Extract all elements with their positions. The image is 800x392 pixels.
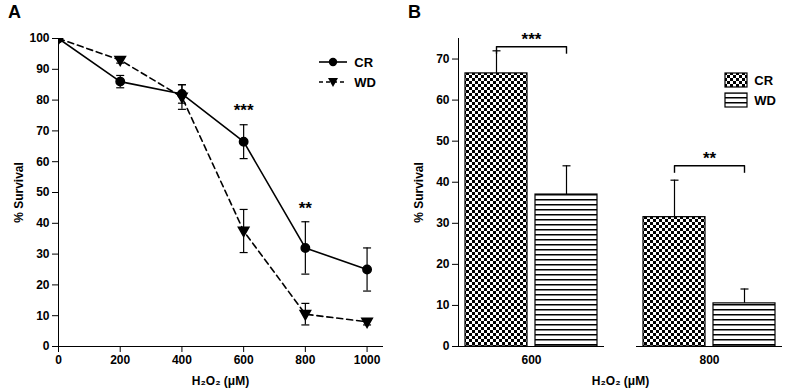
svg-text:H₂O₂ (μM): H₂O₂ (μM) <box>592 374 649 388</box>
html-text:WD: WD <box>754 92 776 108</box>
svg-text:70: 70 <box>436 52 450 66</box>
svg-text:20: 20 <box>36 278 50 292</box>
svg-text:60: 60 <box>436 93 450 107</box>
svg-text:20: 20 <box>436 257 450 271</box>
svg-text:10: 10 <box>436 298 450 312</box>
svg-text:70: 70 <box>36 124 50 138</box>
html-text:CR: CR <box>354 54 374 70</box>
html-text:CR: CR <box>754 72 774 88</box>
svg-text:% Survival: % Survival <box>12 162 26 223</box>
svg-text:0: 0 <box>43 339 50 353</box>
svg-text:60: 60 <box>36 155 50 169</box>
svg-text:0: 0 <box>55 353 62 367</box>
svg-text:10: 10 <box>36 309 50 323</box>
svg-text:90: 90 <box>36 62 50 76</box>
svg-text:100: 100 <box>29 31 49 45</box>
svg-text:800: 800 <box>295 353 315 367</box>
svg-text:600: 600 <box>234 353 254 367</box>
svg-text:30: 30 <box>36 247 50 261</box>
svg-text:***: *** <box>234 101 254 120</box>
html-text:A: A <box>8 2 21 22</box>
html-text:WD: WD <box>354 74 376 90</box>
svg-text:% Survival: % Survival <box>412 162 426 223</box>
svg-text:**: ** <box>703 149 717 168</box>
svg-text:1000: 1000 <box>354 353 381 367</box>
svg-text:40: 40 <box>436 175 450 189</box>
svg-text:200: 200 <box>110 353 130 367</box>
svg-text:800: 800 <box>699 353 719 367</box>
svg-text:50: 50 <box>436 134 450 148</box>
svg-text:50: 50 <box>36 185 50 199</box>
svg-text:0: 0 <box>443 339 450 353</box>
svg-text:80: 80 <box>36 93 50 107</box>
svg-text:H₂O₂ (μM): H₂O₂ (μM) <box>192 374 249 388</box>
svg-text:600: 600 <box>521 353 541 367</box>
svg-text:**: ** <box>299 199 313 218</box>
svg-text:30: 30 <box>436 216 450 230</box>
html-text:B: B <box>408 2 421 22</box>
svg-text:***: *** <box>522 30 542 49</box>
svg-text:400: 400 <box>172 353 192 367</box>
svg-text:40: 40 <box>36 216 50 230</box>
